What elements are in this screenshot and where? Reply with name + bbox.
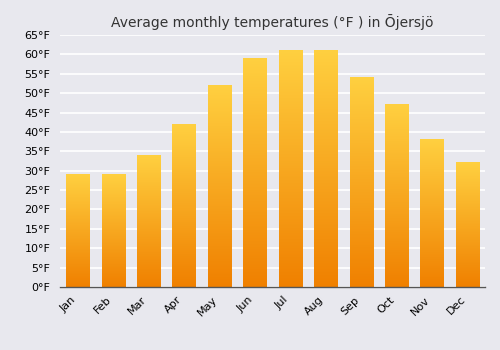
Title: Average monthly temperatures (°F ) in Ōjersjö: Average monthly temperatures (°F ) in Ōj… bbox=[111, 14, 434, 30]
